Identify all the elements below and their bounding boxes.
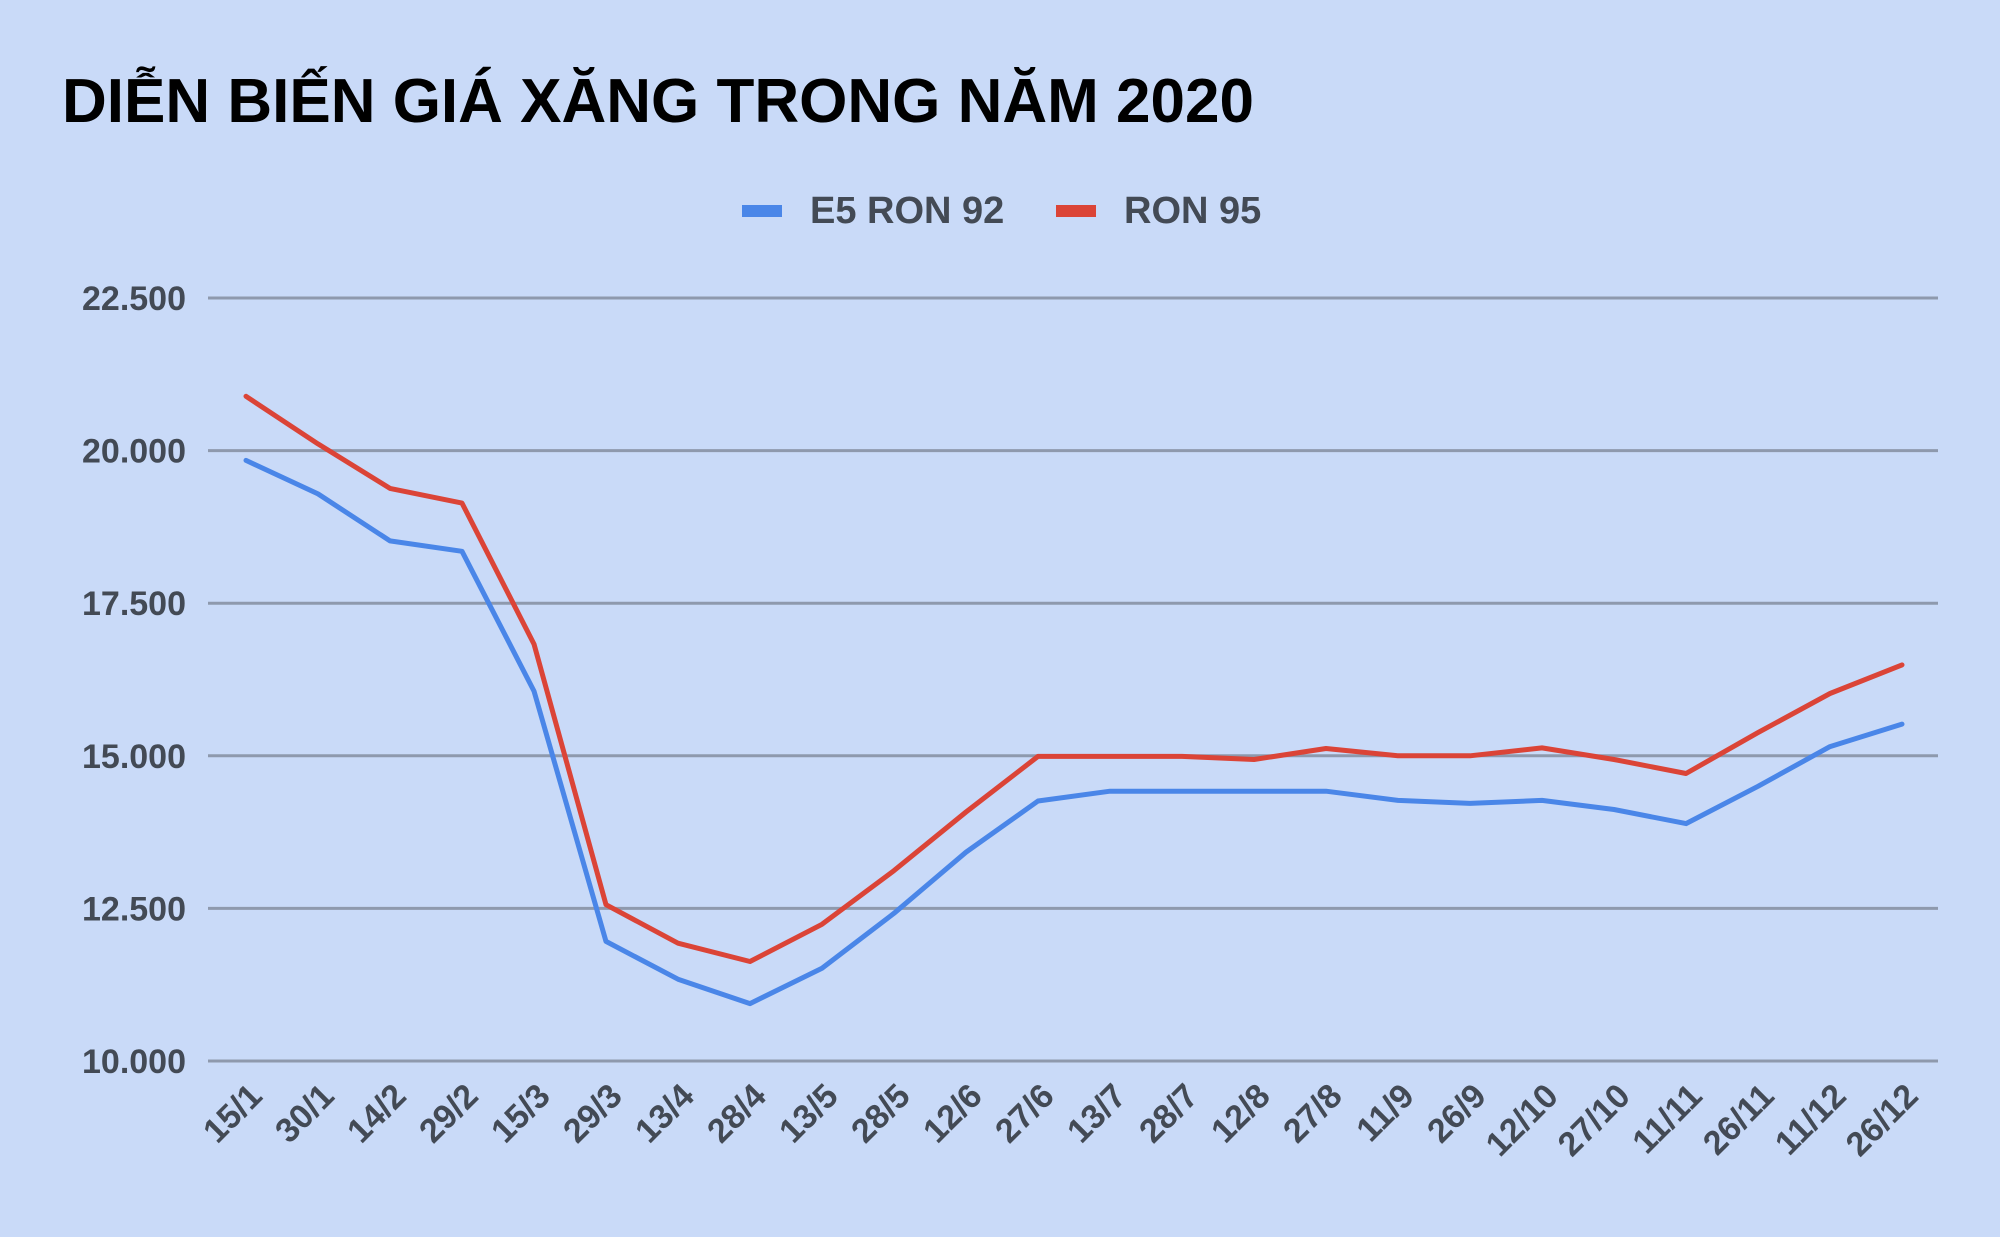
x-tick-label: 11/12 [1768, 1077, 1854, 1163]
y-tick-label: 15.000 [82, 738, 186, 776]
x-tick-label: 26/11 [1696, 1077, 1782, 1163]
y-tick-label: 10.000 [82, 1043, 186, 1081]
x-tick-label: 15/3 [484, 1077, 558, 1151]
x-tick-label: 12/10 [1479, 1077, 1566, 1164]
x-tick-label: 27/6 [988, 1077, 1062, 1151]
x-tick-label: 29/3 [556, 1077, 630, 1151]
x-tick-label: 27/8 [1276, 1077, 1350, 1151]
y-tick-label: 12.500 [82, 890, 186, 928]
series-line-ron-95 [243, 393, 1905, 964]
x-tick-label: 28/4 [700, 1077, 774, 1151]
x-tick-label: 13/5 [772, 1077, 846, 1151]
legend: E5 RON 92 RON 95 [0, 186, 2000, 236]
legend-swatch-ron-95 [1056, 205, 1096, 217]
x-tick-label: 29/2 [412, 1077, 486, 1151]
y-tick-label: 20.000 [82, 433, 186, 471]
x-tick-label: 12/6 [916, 1077, 990, 1151]
x-axis-ticks: 15/130/114/229/215/329/313/428/413/528/5… [196, 1077, 1926, 1164]
x-tick-label: 30/1 [268, 1077, 342, 1151]
y-tick-label: 17.500 [82, 585, 186, 623]
x-tick-label: 15/1 [196, 1077, 270, 1151]
x-tick-label: 27/10 [1551, 1077, 1638, 1164]
gridlines [208, 296, 1938, 1063]
x-tick-label: 12/8 [1204, 1077, 1278, 1151]
legend-label-ron-95: RON 95 [1124, 190, 1262, 232]
x-tick-label: 26/12 [1839, 1077, 1926, 1164]
y-axis-ticks: 10.000 12.500 15.000 17.500 20.000 22.500 [82, 280, 186, 1081]
series-line-e5-ron-92 [243, 457, 1905, 1007]
x-tick-label: 13/4 [628, 1077, 702, 1151]
legend-swatch-e5-ron-92 [742, 205, 782, 217]
y-tick-label: 22.500 [82, 280, 186, 318]
x-tick-label: 11/11 [1625, 1077, 1709, 1161]
x-tick-label: 14/2 [340, 1077, 414, 1151]
chart-title: DIỄN BIẾN GIÁ XĂNG TRONG NĂM 2020 [62, 67, 1254, 136]
x-tick-label: 11/9 [1349, 1077, 1421, 1149]
legend-label-e5-ron-92: E5 RON 92 [810, 190, 1005, 232]
series-lines [243, 393, 1905, 1007]
x-tick-label: 28/7 [1132, 1077, 1206, 1151]
x-tick-label: 13/7 [1060, 1077, 1134, 1151]
x-tick-label: 28/5 [844, 1077, 918, 1151]
